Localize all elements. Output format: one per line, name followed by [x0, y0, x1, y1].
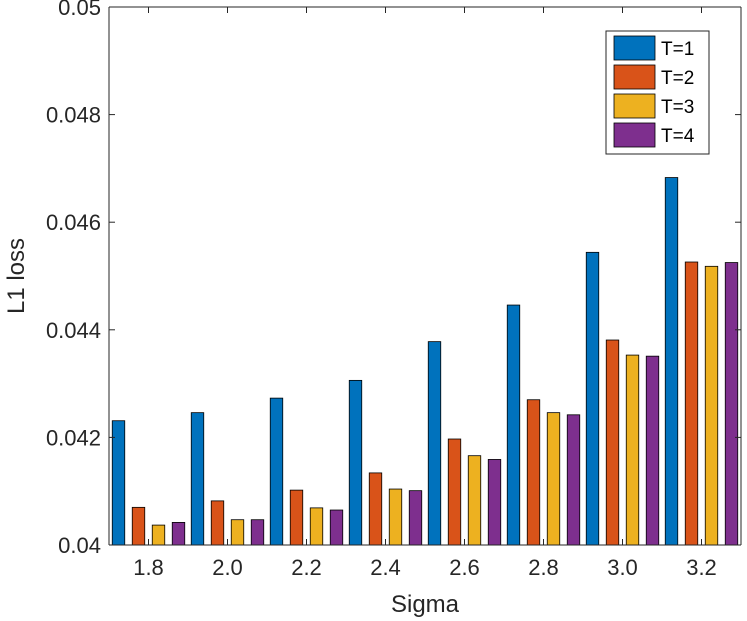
x-axis-title: Sigma	[391, 591, 460, 618]
bar-T3-1_8	[151, 524, 166, 546]
legend-label-T1: T=1	[661, 39, 694, 60]
y-tick-label: 0.048	[46, 103, 101, 128]
bar-T4-2_0	[250, 519, 265, 546]
legend-label-T4: T=4	[661, 126, 695, 147]
x-tick-label: 2.6	[449, 555, 480, 580]
y-tick-label: 0.04	[58, 533, 101, 558]
x-tick-label: 2.0	[212, 555, 243, 580]
bar-T4-2_2	[329, 509, 344, 546]
legend-swatch-T1	[613, 35, 656, 61]
bar-T4-1_8	[171, 522, 186, 546]
bar-T4-2_8	[566, 414, 581, 546]
bar-T3-2_0	[230, 519, 245, 546]
bar-T4-3_2	[724, 262, 739, 546]
bar-T2-3_2	[684, 261, 699, 546]
y-axis-title: L1 loss	[3, 238, 30, 314]
bar-T2-2_6	[447, 438, 462, 546]
bar-T2-2_4	[368, 472, 383, 546]
bars-layer	[111, 177, 739, 546]
legend-label-T3: T=3	[661, 97, 694, 118]
bar-T1-2_2	[269, 397, 284, 546]
bar-T3-2_4	[388, 488, 403, 546]
bar-T4-2_4	[408, 490, 423, 546]
bar-T3-2_2	[309, 507, 324, 546]
x-tick-label: 2.4	[370, 555, 401, 580]
legend: T=1 T=2 T=3 T=4	[605, 30, 710, 155]
x-tick-label: 3.2	[686, 555, 717, 580]
bar-T2-2_2	[289, 489, 304, 546]
bar-T1-2_4	[348, 379, 363, 546]
bar-T1-2_8	[506, 304, 521, 546]
x-tick-label: 2.2	[291, 555, 322, 580]
y-tick-label: 0.05	[58, 0, 101, 20]
legend-label-T2: T=2	[661, 68, 694, 89]
legend-swatch-T3	[613, 93, 656, 119]
bar-T1-2_6	[427, 341, 442, 546]
bar-T2-2_0	[210, 500, 225, 546]
bar-T3-3_2	[704, 265, 719, 546]
ticks-layer: 0.04 0.042 0.044 0.046 0.048 0.05 1.8 2.0 2.2 2.4…	[46, 0, 741, 580]
bar-T4-2_6	[487, 459, 502, 546]
bar-T3-3_0	[625, 354, 640, 546]
bar-T1-2_0	[190, 412, 205, 546]
bar-T2-2_8	[526, 399, 541, 546]
bar-T2-1_8	[131, 506, 146, 546]
bar-T4-3_0	[645, 355, 660, 546]
y-tick-label: 0.046	[46, 210, 101, 235]
bar-T1-3_2	[664, 177, 679, 546]
axes-layer	[108, 6, 742, 546]
x-tick-label: 1.8	[133, 555, 164, 580]
y-tick-label: 0.044	[46, 318, 101, 343]
bar-T1-1_8	[111, 420, 126, 546]
legend-swatch-T2	[613, 64, 656, 90]
x-tick-label: 3.0	[607, 555, 638, 580]
bar-T3-2_6	[467, 455, 482, 546]
bar-T2-3_0	[605, 339, 620, 546]
bar-T3-2_8	[546, 412, 561, 546]
x-tick-label: 2.8	[528, 555, 559, 580]
y-tick-label: 0.042	[46, 425, 101, 450]
bar-T1-3_0	[585, 251, 600, 546]
legend-swatch-T4	[613, 122, 656, 148]
